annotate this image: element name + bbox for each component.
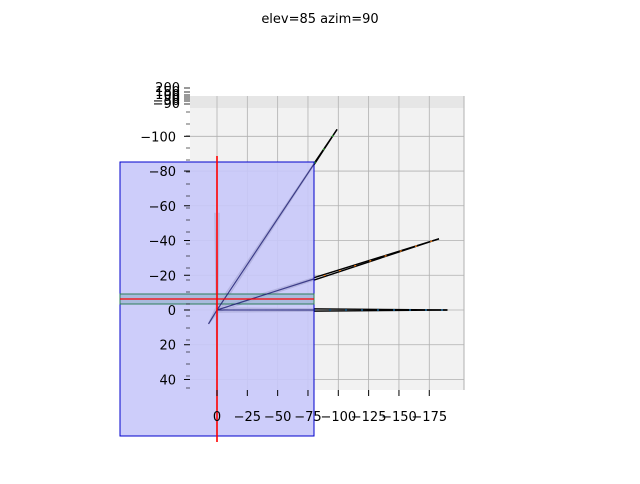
z-tick-label: 50 (163, 90, 180, 105)
x-tick-label: −150 (381, 410, 417, 425)
z-tick-label: 0 (172, 92, 180, 107)
y-tick-label: −20 (149, 269, 176, 284)
z-tick-label: 200 (155, 81, 180, 96)
x-tick-label: 0 (213, 410, 221, 425)
y-tick-label: 40 (159, 373, 176, 388)
chart-title: elev=85 azim=90 (261, 12, 379, 27)
x-tick-label: −125 (351, 410, 387, 425)
y-tick-label: 20 (159, 339, 176, 354)
z-tick-label: 150 (155, 85, 180, 100)
series-overlay (216, 278, 315, 311)
z-tick-label: −50 (153, 94, 180, 109)
y-tick-label: −80 (149, 165, 176, 180)
series-overlay (207, 309, 218, 325)
x-tick-label: −25 (234, 410, 261, 425)
y-tick-label: −60 (149, 200, 176, 215)
y-tick-label: −40 (149, 235, 176, 250)
z-tick-label: 100 (155, 88, 180, 103)
y-tick-label: −100 (140, 130, 176, 145)
x-tick-label: −50 (264, 410, 291, 425)
z-tick-label: −90 (153, 97, 180, 112)
x-tick-label: −100 (320, 410, 356, 425)
y-tick-label: 0 (168, 304, 176, 319)
ticks-group: 0 −25 −50 −75−100−125−150−175−100−80−60−40−… (140, 81, 447, 425)
x-tick-label: −175 (411, 410, 447, 425)
x-tick-label: −75 (294, 410, 321, 425)
series-overlay (216, 163, 315, 311)
